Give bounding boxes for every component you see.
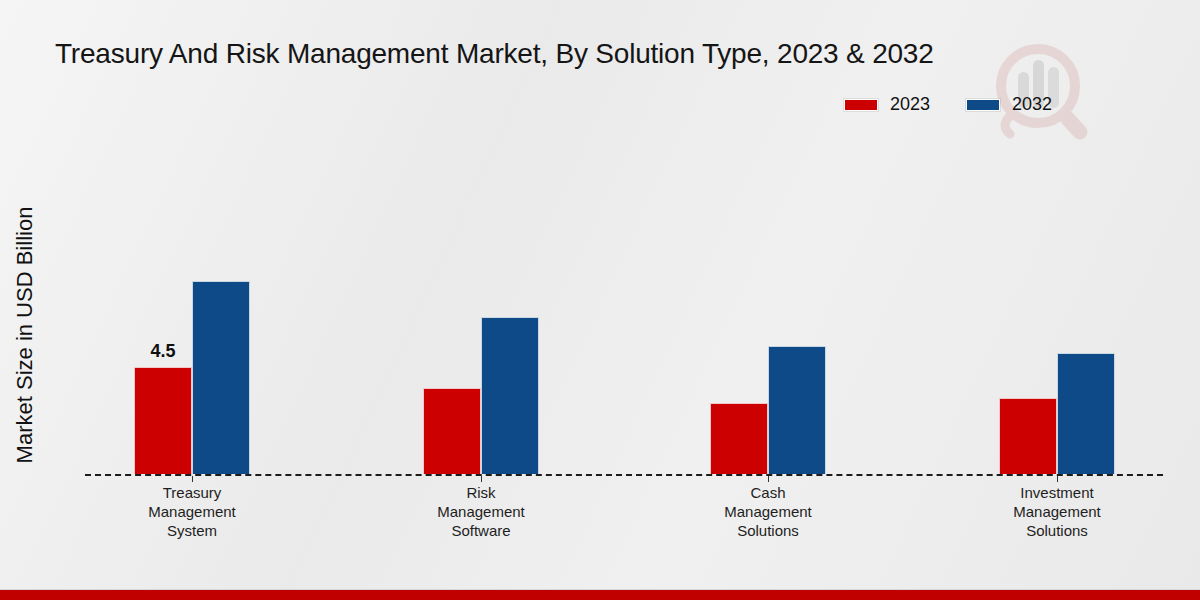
- legend-swatch-2023: [844, 99, 878, 111]
- legend-label-2023: 2023: [890, 94, 930, 115]
- bar-2032-category-1: [481, 317, 539, 474]
- x-axis-tick-0: [192, 476, 193, 482]
- legend-item-2032: 2032: [966, 94, 1052, 115]
- bar-2023-category-2: [710, 403, 768, 474]
- plot-area: 4.5 TreasuryManagementSystem RiskManagemen…: [0, 0, 1200, 600]
- category-label-3: InvestmentManagementSolutions: [982, 483, 1132, 540]
- category-label-0: TreasuryManagementSystem: [117, 483, 267, 540]
- legend-swatch-2032: [966, 99, 1000, 111]
- bar-2023-category-3: [999, 398, 1057, 474]
- legend: 2023 2032: [844, 94, 1052, 115]
- data-label-2023-category-0: 4.5: [150, 341, 175, 362]
- category-label-2: CashManagementSolutions: [693, 483, 843, 540]
- legend-item-2023: 2023: [844, 94, 930, 115]
- x-axis-tick-3: [1057, 476, 1058, 482]
- category-label-1: RiskManagementSoftware: [406, 483, 556, 540]
- bar-2032-category-0: [192, 281, 250, 474]
- bar-2032-category-2: [768, 346, 826, 474]
- x-axis-tick-1: [481, 476, 482, 482]
- bar-2023-category-0: [134, 367, 192, 474]
- bottom-red-strip: [0, 589, 1200, 600]
- legend-label-2032: 2032: [1012, 94, 1052, 115]
- chart-title: Treasury And Risk Management Market, By …: [55, 38, 934, 70]
- bar-2023-category-1: [423, 388, 481, 474]
- bar-2032-category-3: [1057, 353, 1115, 474]
- x-axis-tick-2: [768, 476, 769, 482]
